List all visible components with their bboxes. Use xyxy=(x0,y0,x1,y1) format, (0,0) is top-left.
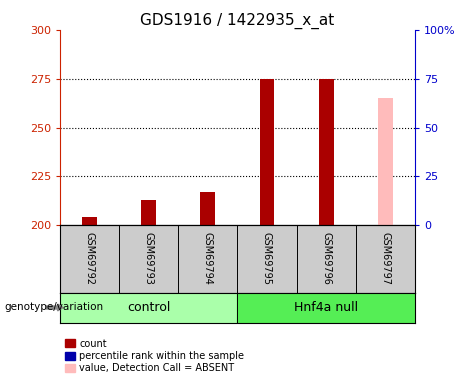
Title: GDS1916 / 1422935_x_at: GDS1916 / 1422935_x_at xyxy=(140,12,335,28)
Text: GSM69793: GSM69793 xyxy=(144,232,154,285)
Bar xyxy=(201,192,215,225)
Text: GSM69797: GSM69797 xyxy=(380,232,390,285)
Bar xyxy=(60,292,237,322)
Bar xyxy=(378,98,393,225)
Text: GSM69796: GSM69796 xyxy=(321,232,331,285)
Bar xyxy=(141,200,156,225)
Text: Hnf4a null: Hnf4a null xyxy=(294,301,358,314)
Text: genotype/variation: genotype/variation xyxy=(5,303,104,312)
Text: control: control xyxy=(127,301,171,314)
Legend: count, percentile rank within the sample, value, Detection Call = ABSENT, rank, : count, percentile rank within the sample… xyxy=(65,339,244,375)
Text: GSM69795: GSM69795 xyxy=(262,232,272,285)
Bar xyxy=(237,292,415,322)
Text: GSM69794: GSM69794 xyxy=(203,232,213,285)
Bar xyxy=(82,217,97,225)
Text: GSM69792: GSM69792 xyxy=(84,232,95,285)
Bar xyxy=(319,79,334,225)
Bar xyxy=(260,79,274,225)
